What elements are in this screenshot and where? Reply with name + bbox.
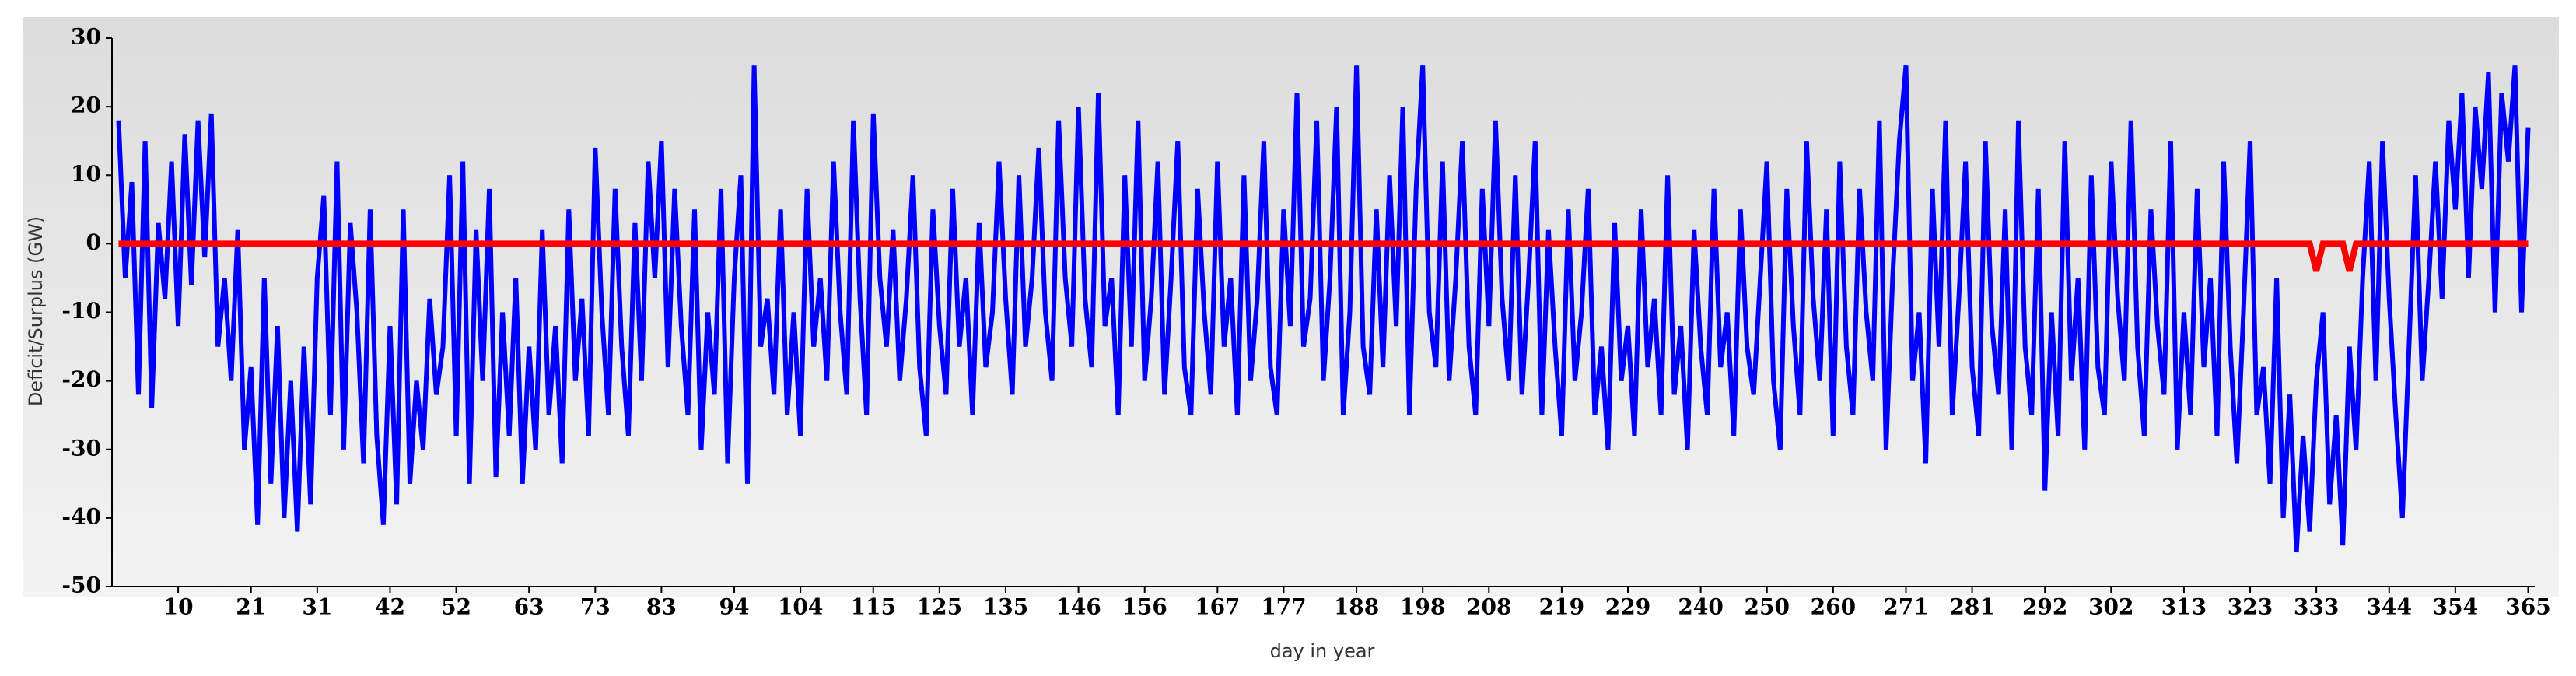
x-tick-label: 302 bbox=[2088, 594, 2133, 620]
x-tick-label: 208 bbox=[1466, 594, 1511, 620]
x-tick-label: 21 bbox=[236, 594, 266, 620]
x-tick-label: 250 bbox=[1745, 594, 1790, 620]
x-tick-label: 156 bbox=[1122, 594, 1167, 620]
x-tick-label: 94 bbox=[719, 594, 750, 620]
x-tick-label: 52 bbox=[441, 594, 471, 620]
x-tick-label: 73 bbox=[580, 594, 611, 620]
y-tick-label: 0 bbox=[86, 229, 101, 255]
y-tick-label: -50 bbox=[61, 573, 101, 598]
series-line bbox=[116, 65, 2531, 553]
x-tick-label: 135 bbox=[983, 594, 1028, 620]
x-tick-label: 146 bbox=[1055, 594, 1101, 620]
x-tick-label: 31 bbox=[302, 594, 332, 620]
x-tick-label: 10 bbox=[163, 594, 194, 620]
x-tick-label: 344 bbox=[2367, 594, 2412, 620]
x-tick-label: 42 bbox=[375, 594, 405, 620]
x-tick-label: 260 bbox=[1811, 594, 1856, 620]
x-tick-label: 219 bbox=[1539, 594, 1584, 620]
x-tick-label: 333 bbox=[2294, 594, 2339, 620]
x-tick-label: 104 bbox=[778, 594, 823, 620]
x-tick-label: 63 bbox=[514, 594, 544, 620]
y-tick-label: 10 bbox=[71, 161, 101, 187]
series-line bbox=[118, 240, 2529, 272]
x-tick-label: 281 bbox=[1949, 594, 1994, 620]
x-tick-label: 167 bbox=[1195, 594, 1240, 620]
y-tick-label: -10 bbox=[61, 298, 101, 324]
x-tick-label: 365 bbox=[2505, 594, 2550, 620]
y-tick-label: 20 bbox=[71, 93, 101, 118]
x-tick-label: 188 bbox=[1334, 594, 1379, 620]
x-tick-label: 323 bbox=[2228, 594, 2273, 620]
x-tick-label: 292 bbox=[2022, 594, 2067, 620]
x-tick-label: 115 bbox=[851, 594, 896, 620]
x-axis-title: day in year bbox=[1270, 640, 1375, 662]
y-tick-label: -20 bbox=[61, 366, 101, 392]
y-tick-label: -40 bbox=[61, 503, 101, 529]
x-tick-label: 229 bbox=[1605, 594, 1650, 620]
x-tick-label: 125 bbox=[917, 594, 962, 620]
x-tick-label: 354 bbox=[2433, 594, 2478, 620]
y-tick-label: 30 bbox=[71, 24, 101, 50]
x-tick-label: 83 bbox=[646, 594, 677, 620]
x-tick-label: 177 bbox=[1261, 594, 1306, 620]
x-tick-label: 240 bbox=[1678, 594, 1723, 620]
x-tick-label: 313 bbox=[2161, 594, 2207, 620]
y-axis-title: Deficit/Surplus (GW) bbox=[25, 216, 47, 406]
x-tick-label: 271 bbox=[1883, 594, 1928, 620]
x-tick-label: 198 bbox=[1400, 594, 1445, 620]
y-tick-label: -30 bbox=[61, 435, 101, 461]
